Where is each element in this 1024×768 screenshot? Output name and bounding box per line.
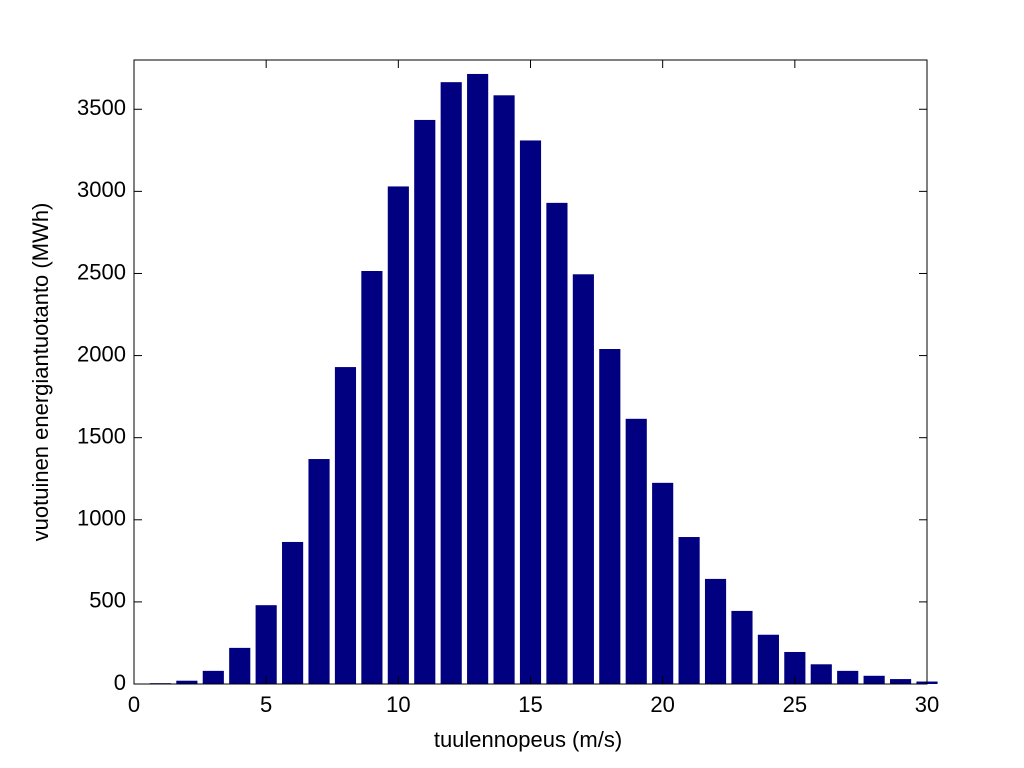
- bar: [889, 679, 912, 684]
- bar: [599, 349, 621, 684]
- bar: [493, 95, 515, 685]
- bar: [229, 647, 251, 684]
- x-axis-label: tuulennopeus (m/s): [434, 727, 622, 752]
- y-tick-label: 500: [89, 588, 126, 613]
- bar: [440, 82, 462, 685]
- bar: [757, 634, 779, 684]
- bar: [810, 664, 832, 684]
- bar: [837, 670, 859, 684]
- bar: [414, 119, 436, 685]
- bar: [282, 541, 304, 684]
- bar: [678, 537, 700, 684]
- x-tick-label: 30: [915, 692, 939, 717]
- bar: [308, 459, 330, 684]
- bar: [704, 578, 727, 684]
- bar: [334, 367, 357, 684]
- y-axis-label: vuotuinen energiantuotanto (MWh): [28, 203, 53, 542]
- bar: [519, 140, 542, 685]
- bar: [572, 274, 594, 684]
- x-tick-label: 20: [650, 692, 674, 717]
- x-tick-label: 0: [128, 692, 140, 717]
- bar: [387, 186, 409, 684]
- y-tick-label: 2000: [77, 341, 126, 366]
- y-tick-label: 1000: [77, 506, 126, 531]
- y-tick-label: 3500: [77, 95, 126, 120]
- x-tick-label: 5: [260, 692, 272, 717]
- bar: [467, 73, 489, 685]
- bar: [863, 675, 885, 684]
- bar: [255, 605, 277, 684]
- x-tick-label: 15: [518, 692, 542, 717]
- bar: [731, 610, 753, 684]
- y-tick-label: 0: [114, 670, 126, 695]
- bar: [546, 202, 568, 684]
- bar: [361, 271, 383, 684]
- y-tick-label: 2500: [77, 259, 126, 284]
- x-tick-label: 10: [386, 692, 410, 717]
- y-tick-label: 1500: [77, 423, 126, 448]
- bar: [784, 651, 806, 684]
- bar: [652, 482, 674, 684]
- x-tick-label: 25: [783, 692, 807, 717]
- bar: [176, 680, 198, 684]
- y-tick-label: 3000: [77, 177, 126, 202]
- bar: [625, 418, 647, 684]
- bar: [202, 670, 224, 684]
